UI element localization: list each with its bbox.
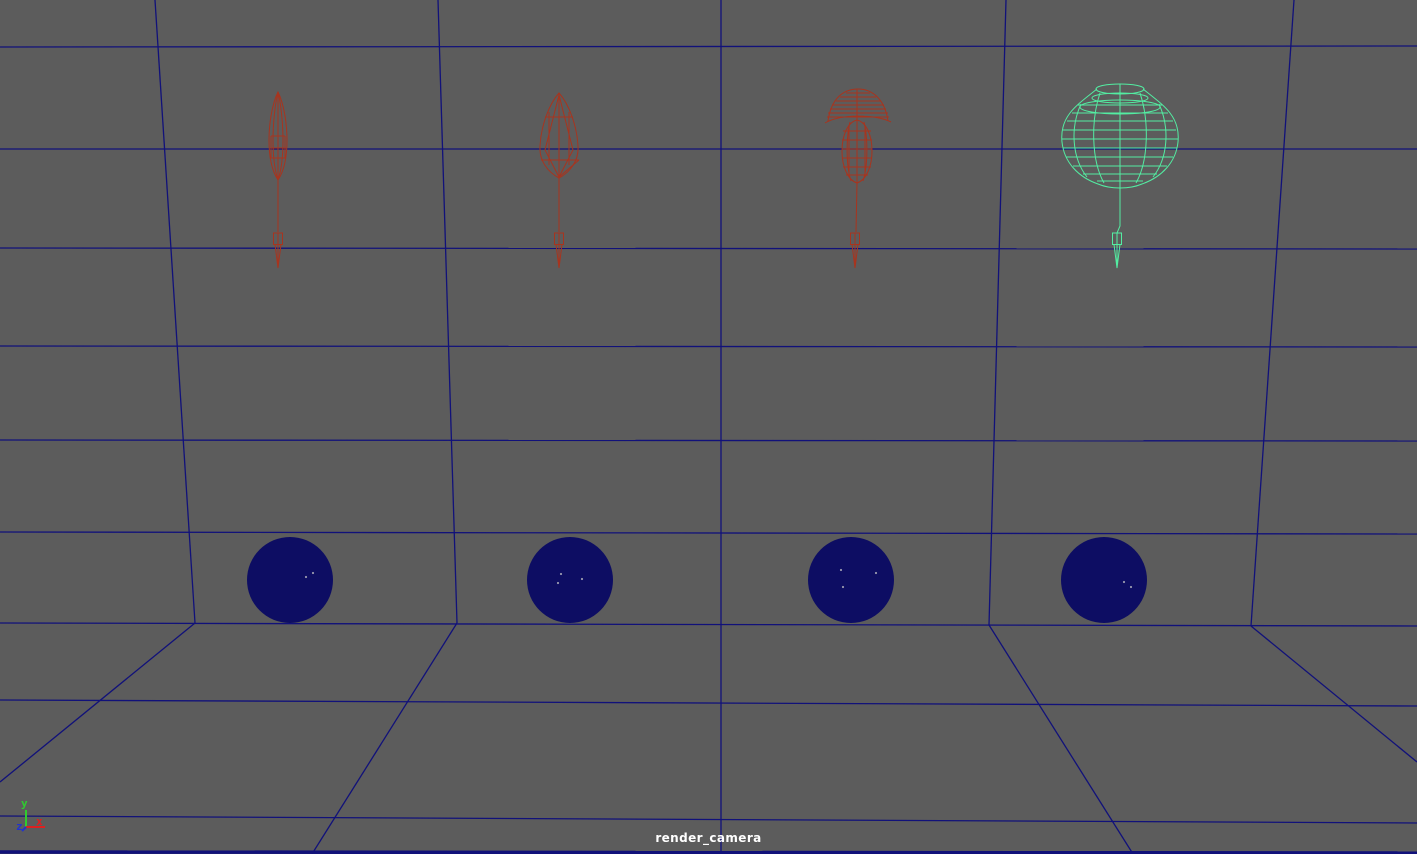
plant-stage-3-sprouting-mushroom[interactable] [824,88,892,269]
plant-stage-4-open-mushroom-selected[interactable] [1061,83,1179,269]
sphere-object[interactable] [527,537,613,623]
sphere-object[interactable] [247,537,333,623]
plant-stage-2-pointed-bud[interactable] [539,92,580,269]
plant-stage-1-closed-bud[interactable] [268,90,288,269]
sphere-object[interactable] [808,537,894,623]
sphere-object[interactable] [1061,537,1147,623]
